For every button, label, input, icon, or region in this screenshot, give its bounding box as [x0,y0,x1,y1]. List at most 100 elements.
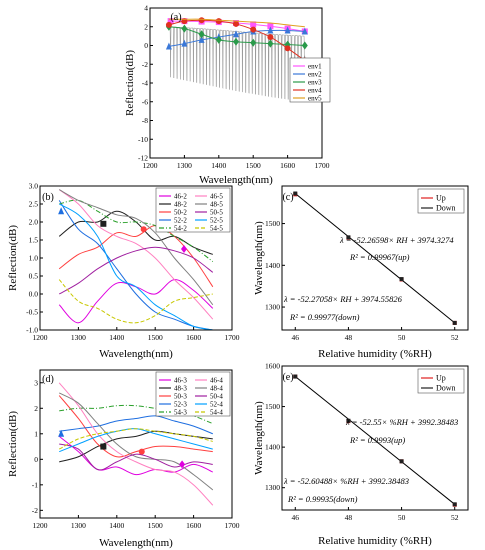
panel-a: 1200 1300 1400 1500 1600 1700 -12 -10 -8 -6 -4 -2 0 2… [124,4,331,186]
legend-label: 46-4 [210,377,223,385]
series-line [58,395,213,458]
y-tick-label: 0.0 [29,290,39,299]
x-tick-label: 52 [451,333,459,342]
panel-label: (c) [282,192,293,203]
legend-label: 46-3 [174,377,187,385]
x-tick-label: 46 [292,333,300,342]
y-tick-label: -8 [142,116,148,125]
marker-triangle [267,26,274,34]
series-line [58,435,214,476]
fit-annotation: λ = -52.27058× RH + 3974.55826 [283,294,403,304]
marker-square [267,23,274,30]
legend-label: 46-5 [210,193,223,201]
marker-circle [140,226,147,233]
y-axis-label: Reflection(dB) [7,225,19,291]
legend-label: env5 [308,95,322,103]
marker-diamond [181,245,187,253]
x-tick-label: 1300 [71,521,86,530]
legend-label: 54-5 [210,225,223,233]
x-tick-label: 1500 [148,521,163,530]
marker-diamond [181,24,188,33]
marker-square [167,18,174,25]
x-tick-label: 1400 [109,333,124,342]
x-tick-label: 1700 [225,521,240,530]
legend-label: env3 [308,79,322,87]
fit-annotation: R² = 0.99977(down) [289,312,360,322]
legend-label: 50-3 [174,393,187,401]
series-line [58,203,213,330]
series-line [59,199,214,262]
x-tick-label: 50 [398,513,406,522]
marker-triangle [58,207,65,215]
y-tick-label: -1.0 [26,326,38,335]
y-tick-label: 0 [144,41,148,50]
marker-square [100,220,107,227]
y-tick-label: 1400 [265,443,280,452]
y-tick-label: 1500 [265,402,280,411]
legend-label: 50-2 [174,209,187,217]
y-axis-label: Reflection(dB) [124,50,136,116]
x-tick-label: 1300 [177,161,192,170]
legend-box [155,187,231,233]
y-tick-label: 2.0 [29,218,39,227]
y-axis-label: Reflection(dB) [7,411,19,477]
marker-triangle [165,42,172,50]
y-tick-label: 1 [34,429,38,438]
series-line [58,279,214,324]
legend-label: 54-3 [174,409,187,417]
plot-area [58,382,214,506]
marker-diamond [179,460,186,469]
marker-triangle [233,30,239,38]
y-tick-label: 1600 [265,362,280,371]
marker-diamond [215,35,222,44]
x-tick-label: 1500 [148,333,163,342]
legend-label: 46-2 [174,193,187,201]
data-point [346,235,351,240]
x-tick-label: 48 [345,333,353,342]
y-tick-label: 1500 [265,219,280,228]
marker-circle [267,34,274,41]
y-tick-label: 1300 [265,483,280,492]
series-line [59,415,213,435]
panel-d: 1200 1300 1400 1500 1600 1700 -2 -1 0 1 2 3 Waveleng… [7,369,240,549]
y-tick-label: 2 [34,404,38,413]
x-tick-label: 1500 [246,161,261,170]
legend-box [417,368,465,394]
data-point [293,191,298,196]
plot-area [58,189,214,330]
y-tick-label: 3.0 [29,182,39,191]
x-tick-label: 1300 [71,333,86,342]
marker-diamond [250,38,257,47]
marker-circle [233,20,239,27]
x-tick-label: 1600 [280,161,295,170]
data-point [346,418,351,423]
panel-label: (a) [170,12,181,23]
series-line [168,18,305,28]
x-tick-label: 1200 [33,521,48,530]
marker-circle [215,18,222,25]
y-tick-label: 0.5 [29,272,39,281]
legend-box [289,57,331,103]
marker-triangle [301,27,308,35]
legend-label: 48-4 [210,385,223,393]
legend-label: 52-3 [174,401,187,409]
series-line [58,382,214,506]
fit-line [294,376,456,505]
panel-label: (d) [42,374,54,385]
legend-label: Down [436,204,456,213]
marker-circle [198,17,205,24]
y-tick-label: -6 [142,97,148,106]
series-line [58,200,213,330]
y-tick-label: -2 [142,60,148,69]
legend-label: Up [436,194,446,203]
marker-diamond [267,39,274,48]
y-tick-label: 1400 [265,261,280,270]
legend-box [155,371,231,417]
y-tick-label: 1300 [265,303,280,312]
x-tick-label: 48 [345,513,353,522]
y-axis-label: Wavelength(nm) [253,401,265,475]
y-tick-label: -0.5 [26,308,38,317]
